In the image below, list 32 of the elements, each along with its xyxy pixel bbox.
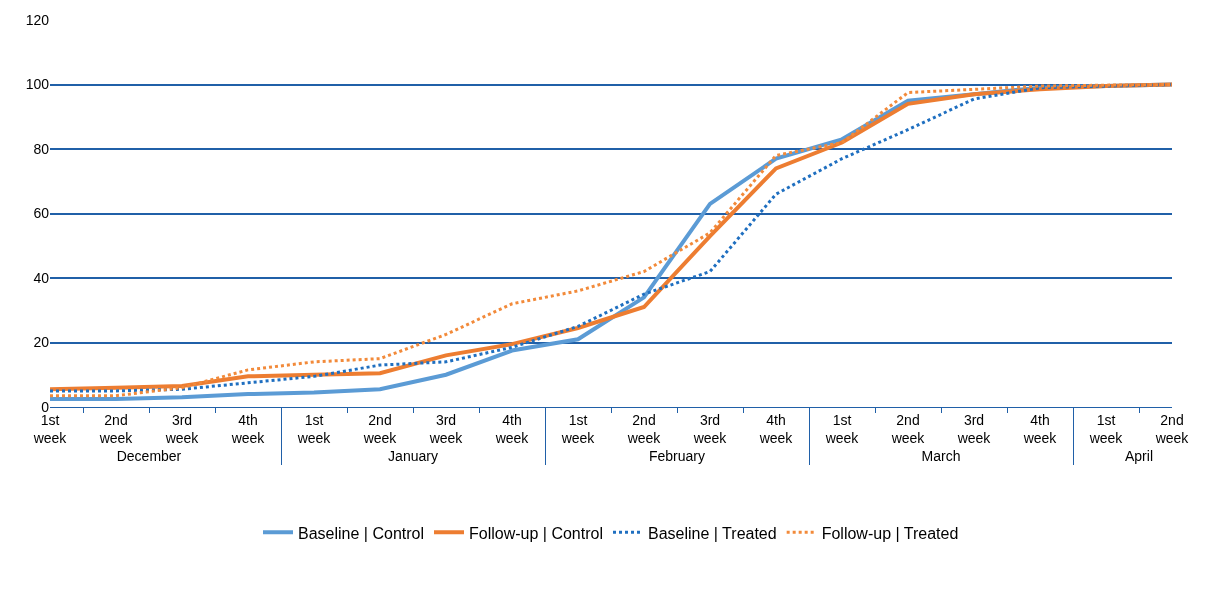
x-tick-label: 4th week: [230, 411, 266, 446]
text: December: [116, 448, 182, 464]
x-tick-label: 2nd week: [1154, 411, 1190, 446]
y-tick-label: 80: [33, 140, 50, 157]
x-tick-label: 2nd week: [890, 411, 926, 446]
legend-label: Follow-up | Treated: [821, 524, 959, 542]
x-tick-label: 3rd week: [164, 411, 200, 446]
x-tick-label: 1st week: [296, 411, 332, 446]
x-tick-label: 3rd week: [956, 411, 992, 446]
legend-label: Follow-up | Control: [469, 524, 603, 542]
y-tick-label: 40: [33, 269, 50, 286]
x-tick-label: 2nd week: [626, 411, 662, 446]
x-tick-label: 1st week: [1088, 411, 1124, 446]
text: April: [1124, 448, 1154, 464]
x-tick-label: 3rd week: [692, 411, 728, 446]
x-tick-label: 2nd week: [362, 411, 398, 446]
x-tick-label: 4th week: [494, 411, 530, 446]
y-tick-label: 20: [33, 334, 50, 351]
text: February: [648, 448, 706, 464]
legend-label: Baseline | Treated: [647, 524, 777, 542]
x-tick-label: 4th week: [1022, 411, 1058, 446]
y-tick-label: 60: [33, 205, 50, 222]
x-tick-label: 1st week: [824, 411, 860, 446]
text: January: [388, 448, 438, 464]
text: March: [921, 448, 961, 464]
legend-label: Baseline | Control: [298, 524, 424, 542]
x-tick-label: 1st week: [560, 411, 596, 446]
x-tick-label: 3rd week: [428, 411, 464, 446]
x-tick-label: 2nd week: [98, 411, 134, 446]
x-tick-label: 4th week: [758, 411, 794, 446]
y-tick-label: 120: [25, 11, 50, 28]
y-tick-label: 100: [25, 76, 50, 93]
